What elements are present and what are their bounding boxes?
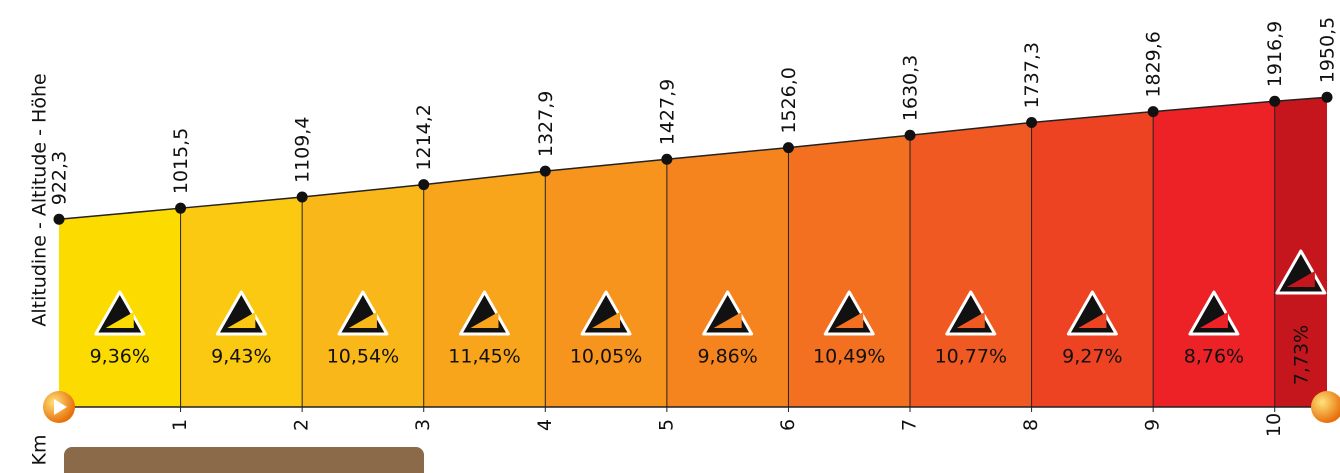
- gradient-icon-wedge: [956, 312, 985, 328]
- altitude-label: 1526,0: [778, 67, 800, 133]
- x-tick-label: 9: [1142, 419, 1164, 431]
- point: [1026, 117, 1038, 129]
- gradient-icon-wedge: [1199, 312, 1228, 328]
- segment: [910, 122, 1032, 408]
- photo-decoration: [64, 447, 424, 473]
- altitude-label: 1737,3: [1021, 42, 1043, 108]
- altitude-label: 1829,6: [1143, 31, 1165, 97]
- x-tick-label: 7: [899, 419, 921, 431]
- altitude-label: 1916,9: [1264, 21, 1286, 87]
- segment: [1031, 111, 1154, 407]
- gradient-label: 10,77%: [935, 346, 1007, 368]
- x-tick-label: 5: [655, 419, 677, 431]
- gradient-label: 7,73%: [1290, 325, 1312, 385]
- altitude-label: 922,3: [49, 151, 71, 205]
- point: [296, 191, 308, 203]
- gradient-label: 9,43%: [211, 346, 271, 368]
- x-tick-label: 6: [777, 419, 799, 431]
- point: [539, 165, 551, 177]
- altitude-label: 1427,9: [656, 79, 678, 145]
- segment: [788, 135, 911, 407]
- segment: [666, 147, 789, 407]
- gradient-label: 9,27%: [1062, 346, 1122, 368]
- gradient-icon-wedge: [592, 312, 621, 328]
- gradient-icon-wedge: [1286, 271, 1315, 287]
- x-tick-label: 4: [534, 419, 556, 431]
- x-tick-label: 1: [169, 419, 191, 431]
- altitude-label: 1630,3: [900, 55, 922, 121]
- altitude-label: 1950,5: [1317, 17, 1339, 83]
- gradient-label: 9,86%: [697, 346, 757, 368]
- gradient-label: 10,05%: [570, 346, 642, 368]
- gradient-label: 11,45%: [448, 346, 520, 368]
- x-tick-label: 2: [291, 419, 313, 431]
- gradient-icon-wedge: [227, 312, 256, 328]
- gradient-label: 9,36%: [90, 346, 150, 368]
- gradient-icon-wedge: [105, 312, 134, 328]
- gradient-icon-wedge: [835, 312, 864, 328]
- point: [418, 179, 430, 191]
- gradient-icon-wedge: [348, 312, 377, 328]
- y-axis-title: Altitudine - Altitude - Höhe: [29, 73, 51, 326]
- point: [175, 202, 187, 214]
- x-tick-label: 10: [1263, 413, 1285, 437]
- gradient-label: 10,54%: [327, 346, 399, 368]
- gradient-icon-wedge: [713, 312, 742, 328]
- segment: [423, 171, 546, 407]
- gradient-icon-wedge: [1078, 312, 1107, 328]
- x-tick-label: 8: [1020, 419, 1042, 431]
- point: [782, 142, 794, 154]
- altitude-label: 1214,2: [413, 104, 435, 170]
- gradient-label: 8,76%: [1184, 346, 1244, 368]
- point: [1269, 95, 1281, 107]
- segment: [1153, 101, 1275, 407]
- profile-line: [58, 96, 1328, 220]
- point: [1321, 91, 1333, 103]
- x-axis-title: Km: [29, 435, 51, 466]
- point: [904, 129, 916, 141]
- gradient-label: 10,49%: [813, 346, 885, 368]
- gradient-icon-wedge: [470, 312, 499, 328]
- point: [53, 213, 65, 225]
- point: [661, 153, 673, 165]
- point: [1147, 106, 1159, 118]
- start-arrow: [54, 399, 67, 415]
- x-tick-label: 3: [412, 419, 434, 431]
- altitude-label: 1327,9: [535, 91, 557, 157]
- altitude-label: 1109,4: [292, 117, 314, 183]
- end-marker: [1311, 391, 1340, 423]
- altitude-label: 1015,5: [170, 128, 192, 194]
- segment: [545, 159, 667, 407]
